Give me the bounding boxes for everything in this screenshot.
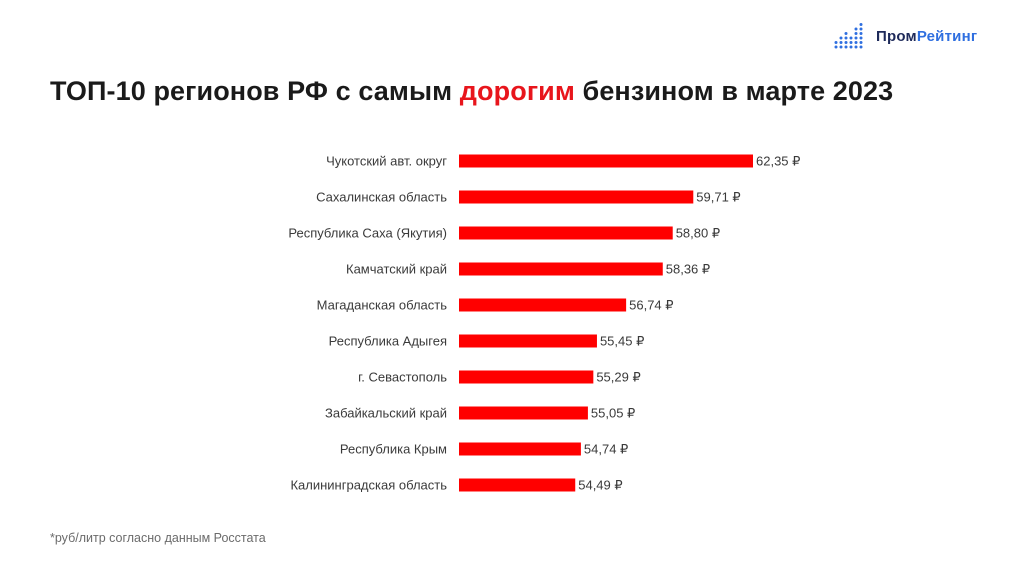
category-label: Калининградская область bbox=[290, 478, 447, 493]
value-label: 55,29 ₽ bbox=[596, 370, 640, 385]
logo: ПромРейтинг bbox=[834, 22, 977, 50]
value-label: 54,74 ₽ bbox=[584, 442, 628, 457]
category-label: Чукотский авт. округ bbox=[326, 154, 447, 169]
bar bbox=[459, 154, 753, 168]
value-label: 62,35 ₽ bbox=[756, 154, 800, 169]
logo-text-part2: Рейтинг bbox=[916, 27, 978, 45]
value-label: 54,49 ₽ bbox=[578, 478, 622, 493]
category-label: Забайкальский край bbox=[325, 406, 447, 421]
category-label: Республика Саха (Якутия) bbox=[288, 226, 447, 241]
category-label: Республика Адыгея bbox=[329, 334, 447, 349]
chart-title: ТОП-10 регионов РФ с самым дорогим бензи… bbox=[50, 76, 893, 107]
value-label: 58,36 ₽ bbox=[666, 262, 710, 277]
logo-text-part1: Пром bbox=[876, 27, 917, 45]
title-after: бензином в марте 2023 bbox=[574, 76, 894, 106]
category-label: Магаданская область bbox=[317, 298, 448, 313]
footnote: *руб/литр согласно данным Росстата bbox=[50, 531, 266, 545]
category-label: Республика Крым bbox=[340, 442, 447, 457]
title-highlight: дорогим bbox=[459, 76, 575, 106]
category-label: Камчатский край bbox=[346, 262, 447, 277]
bar bbox=[459, 478, 576, 492]
bar bbox=[459, 190, 694, 204]
bar bbox=[459, 334, 597, 348]
value-label: 59,71 ₽ bbox=[696, 190, 740, 205]
bar bbox=[459, 370, 594, 384]
logo-text: ПромРейтинг bbox=[876, 28, 977, 45]
value-label: 56,74 ₽ bbox=[629, 298, 673, 313]
logo-dots-icon bbox=[834, 23, 863, 49]
category-label: г. Севастополь bbox=[358, 370, 447, 385]
value-label: 58,80 ₽ bbox=[676, 226, 720, 241]
bar bbox=[459, 298, 627, 312]
bar bbox=[459, 406, 588, 420]
value-label: 55,45 ₽ bbox=[600, 334, 644, 349]
bar bbox=[459, 262, 663, 276]
bar bbox=[459, 442, 581, 456]
value-label: 55,05 ₽ bbox=[591, 406, 635, 421]
bar bbox=[459, 226, 673, 240]
title-before: ТОП-10 регионов РФ с самым bbox=[50, 76, 460, 106]
category-label: Сахалинская область bbox=[316, 190, 447, 205]
